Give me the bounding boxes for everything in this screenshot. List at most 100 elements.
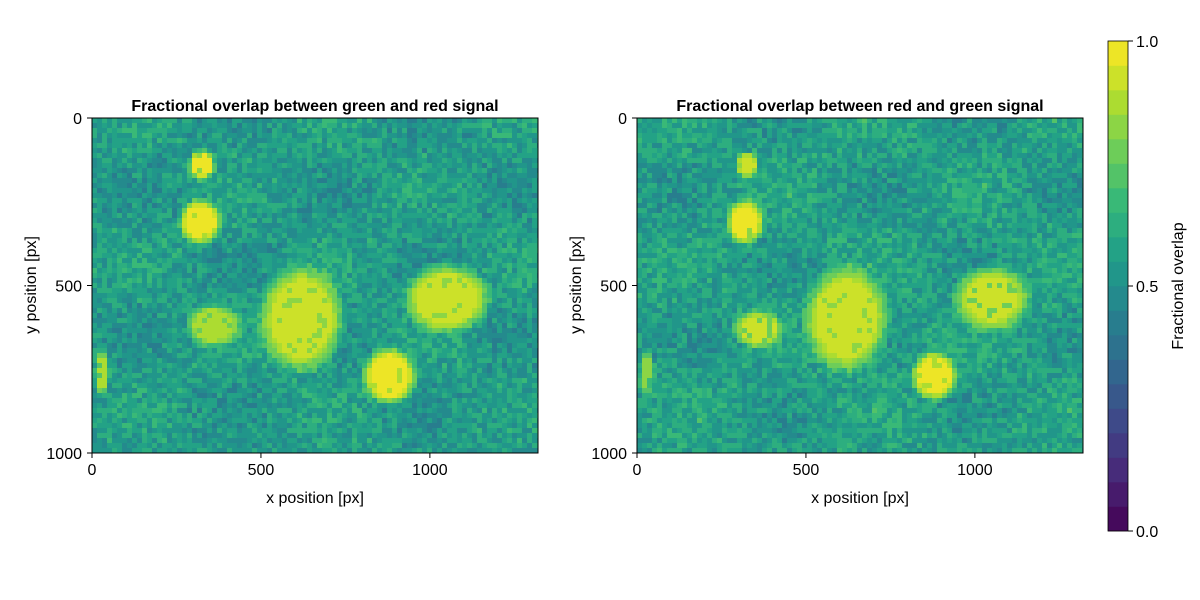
heatmap-cell: [227, 348, 233, 354]
heatmap-cell: [302, 128, 308, 134]
heatmap-cell: [307, 298, 313, 304]
heatmap-cell: [202, 133, 208, 139]
heatmap-cell: [447, 303, 453, 309]
heatmap-cell: [277, 298, 283, 304]
heatmap-cell: [497, 213, 503, 219]
heatmap-cell: [522, 298, 528, 304]
heatmap-cell: [297, 218, 303, 224]
heatmap-cell: [132, 143, 138, 149]
heatmap-cell: [197, 228, 203, 234]
heatmap-cell: [382, 128, 388, 134]
heatmap-cell: [177, 183, 183, 189]
heatmap-cell: [132, 378, 138, 384]
heatmap-cell: [252, 323, 258, 329]
heatmap-cell: [267, 218, 273, 224]
heatmap-cell: [387, 158, 393, 164]
heatmap-cell: [362, 233, 368, 239]
heatmap-cell: [142, 123, 148, 129]
heatmap-cell: [372, 138, 378, 144]
heatmap-cell: [327, 388, 333, 394]
heatmap-cell: [357, 158, 363, 164]
heatmap-cell: [262, 133, 268, 139]
heatmap-cell: [437, 283, 443, 289]
heatmap-cell: [162, 323, 168, 329]
heatmap-cell: [117, 168, 123, 174]
heatmap-cell: [422, 388, 428, 394]
heatmap-cell: [292, 353, 298, 359]
heatmap-cell: [402, 118, 408, 124]
heatmap-cell: [422, 133, 428, 139]
heatmap-cell: [107, 218, 113, 224]
heatmap-cell: [507, 118, 513, 124]
heatmap-cell: [142, 163, 148, 169]
heatmap-cell: [512, 338, 518, 344]
heatmap-cell: [397, 133, 403, 139]
heatmap-cell: [412, 198, 418, 204]
heatmap-cell: [367, 318, 373, 324]
heatmap-cell: [487, 383, 493, 389]
heatmap-cell: [137, 263, 143, 269]
heatmap-cell: [232, 123, 238, 129]
heatmap-cell: [442, 243, 448, 249]
heatmap-cell: [242, 333, 248, 339]
heatmap-cell: [212, 163, 218, 169]
heatmap-cell: [107, 288, 113, 294]
heatmap-cell: [502, 383, 508, 389]
heatmap-cell: [452, 213, 458, 219]
heatmap-cell: [482, 293, 488, 299]
heatmap-cell: [482, 173, 488, 179]
heatmap-cell: [352, 163, 358, 169]
heatmap-cell: [502, 373, 508, 379]
heatmap-cell: [482, 258, 488, 264]
heatmap-cell: [362, 283, 368, 289]
heatmap-cell: [427, 348, 433, 354]
heatmap-cell: [297, 188, 303, 194]
heatmap-cell: [527, 203, 533, 209]
heatmap-cell: [402, 338, 408, 344]
heatmap-cell: [192, 343, 198, 349]
heatmap-cell: [212, 128, 218, 134]
heatmap-cell: [312, 348, 318, 354]
heatmap-cell: [157, 128, 163, 134]
heatmap-cell: [192, 378, 198, 384]
heatmap-cell: [442, 123, 448, 129]
heatmap-cell: [352, 293, 358, 299]
heatmap-cell: [277, 228, 283, 234]
heatmap-cell: [502, 143, 508, 149]
heatmap-cell: [527, 268, 533, 274]
heatmap-cell: [197, 248, 203, 254]
heatmap-cell: [342, 343, 348, 349]
heatmap-cell: [167, 278, 173, 284]
heatmap-cell: [102, 183, 108, 189]
heatmap-cell: [277, 288, 283, 294]
heatmap-cell: [452, 168, 458, 174]
heatmap-cell: [117, 273, 123, 279]
heatmap-cell: [442, 308, 448, 314]
heatmap-cell: [462, 148, 468, 154]
heatmap-cell: [362, 198, 368, 204]
heatmap-cell: [282, 138, 288, 144]
heatmap-cell: [162, 143, 168, 149]
heatmap-cell: [212, 133, 218, 139]
heatmap-cell: [447, 243, 453, 249]
heatmap-cell: [307, 228, 313, 234]
heatmap-cell: [192, 208, 198, 214]
heatmap-cell: [237, 168, 243, 174]
heatmap-cell: [322, 323, 328, 329]
heatmap-cell: [407, 268, 413, 274]
heatmap-cell: [292, 288, 298, 294]
heatmap-cell: [357, 228, 363, 234]
heatmap-cell: [502, 198, 508, 204]
heatmap-cell: [377, 188, 383, 194]
heatmap-cell: [332, 333, 338, 339]
heatmap-cell: [207, 313, 213, 319]
heatmap-cell: [527, 258, 533, 264]
heatmap-cell: [157, 203, 163, 209]
heatmap-cell: [167, 303, 173, 309]
heatmap-cell: [237, 273, 243, 279]
heatmap-cell: [397, 118, 403, 124]
heatmap-cell: [242, 383, 248, 389]
heatmap-cell: [217, 373, 223, 379]
heatmap-cell: [257, 173, 263, 179]
heatmap-cell: [142, 138, 148, 144]
